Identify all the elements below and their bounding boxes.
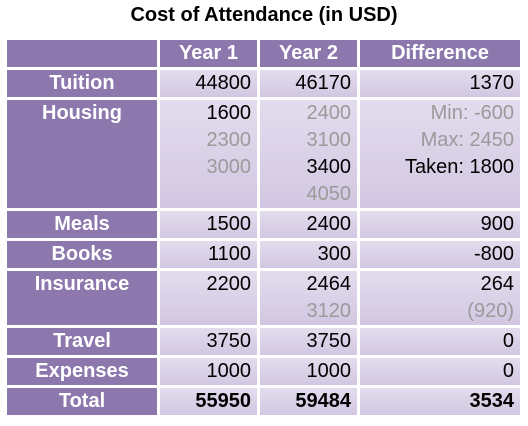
cell-line: 3000 [206, 156, 252, 178]
cell-line: 2464 [306, 273, 352, 295]
cell-line: 3750 [206, 330, 252, 352]
cell-line: 3534 [469, 390, 515, 412]
cell-line: 2400 [306, 102, 352, 124]
cell: 44800 [160, 70, 257, 97]
cell: -800 [360, 241, 520, 268]
cell: Min: -600 Max: 2450 Taken: 1800 [360, 100, 520, 208]
cell: 1500 [160, 211, 257, 238]
row-label: Housing [7, 100, 157, 208]
cell-line: 2300 [206, 129, 252, 151]
table-row: Housing 1600 2300 3000 2400 3100 3400 4050 Min: … [7, 100, 520, 208]
row-label: Meals [7, 211, 157, 238]
cell-line: 900 [480, 213, 514, 235]
cell-line: 55950 [195, 390, 251, 412]
column-header: Year 1 [160, 40, 257, 67]
cell: 3750 [260, 328, 357, 355]
row-label: Travel [7, 328, 157, 355]
cell: 264 (920) [360, 271, 520, 325]
cell-line: 3100 [306, 129, 352, 151]
cell-line: 1600 [206, 102, 252, 124]
cell-line: 1500 [206, 213, 252, 235]
table-row: Tuition 44800 46170 1370 [7, 70, 520, 97]
cell: 2400 3100 3400 4050 [260, 100, 357, 208]
cell: 55950 [160, 388, 257, 415]
cell: 59484 [260, 388, 357, 415]
cell: 46170 [260, 70, 357, 97]
cell-line: 59484 [295, 390, 351, 412]
corner [7, 40, 157, 67]
cell-line: 4050 [306, 183, 352, 205]
cell-line: Min: -600 [430, 102, 514, 124]
cell-line: 3400 [306, 156, 352, 178]
row-label: Tuition [7, 70, 157, 97]
table-row: Travel 3750 3750 0 [7, 328, 520, 355]
cell-line: 1000 [206, 360, 252, 382]
cell-line: Taken: 1800 [405, 156, 514, 178]
row-label: Total [7, 388, 157, 415]
table-row: Books 1100 300 -800 [7, 241, 520, 268]
cell-line: 2200 [206, 273, 252, 295]
cell: 900 [360, 211, 520, 238]
row-label: Books [7, 241, 157, 268]
row-label: Insurance [7, 271, 157, 325]
cell: 2464 3120 [260, 271, 357, 325]
cell-line: 3120 [306, 300, 352, 322]
cell: 300 [260, 241, 357, 268]
cell-line: 0 [502, 330, 514, 352]
cell: 1370 [360, 70, 520, 97]
table-row: Total 55950 59484 3534 [7, 388, 520, 415]
cell: 1000 [160, 358, 257, 385]
cell: 0 [360, 328, 520, 355]
cell-line: 264 [480, 273, 514, 295]
title: Cost of Attendance (in USD) [130, 4, 398, 26]
cell: 3750 [160, 328, 257, 355]
column-header: Difference [360, 40, 520, 67]
cell: 1000 [260, 358, 357, 385]
cell-line: 44800 [195, 72, 251, 94]
table-row: Insurance 2200 2464 3120 264 (920) [7, 271, 520, 325]
cell-line: 300 [317, 243, 351, 265]
column-header: Year 2 [260, 40, 357, 67]
cell-line: 3750 [306, 330, 352, 352]
table-row: Expenses 1000 1000 0 [7, 358, 520, 385]
cell-line: -800 [473, 243, 514, 265]
cell: 2400 [260, 211, 357, 238]
cell-line: 1370 [469, 72, 515, 94]
row-label: Expenses [7, 358, 157, 385]
cell: 0 [360, 358, 520, 385]
table-row: Meals 1500 2400 900 [7, 211, 520, 238]
cell-line: (920) [467, 300, 514, 322]
cell-line: 46170 [295, 72, 351, 94]
cell: 3534 [360, 388, 520, 415]
cell: 1600 2300 3000 [160, 100, 257, 208]
cell: 1100 [160, 241, 257, 268]
cell-line: 0 [502, 360, 514, 382]
cell-line: Max: 2450 [420, 129, 514, 151]
cost-table: Year 1 Year 2 Difference Tuition 44800 46170… [4, 37, 523, 418]
header-row: Year 1 Year 2 Difference [7, 40, 520, 67]
table-body: Tuition 44800 46170 1370 Housing 1600 2300 3000… [7, 70, 520, 415]
cell: 2200 [160, 271, 257, 325]
cell-line: 1000 [306, 360, 352, 382]
cell-line: 2400 [306, 213, 352, 235]
cell-line: 1100 [207, 243, 251, 265]
